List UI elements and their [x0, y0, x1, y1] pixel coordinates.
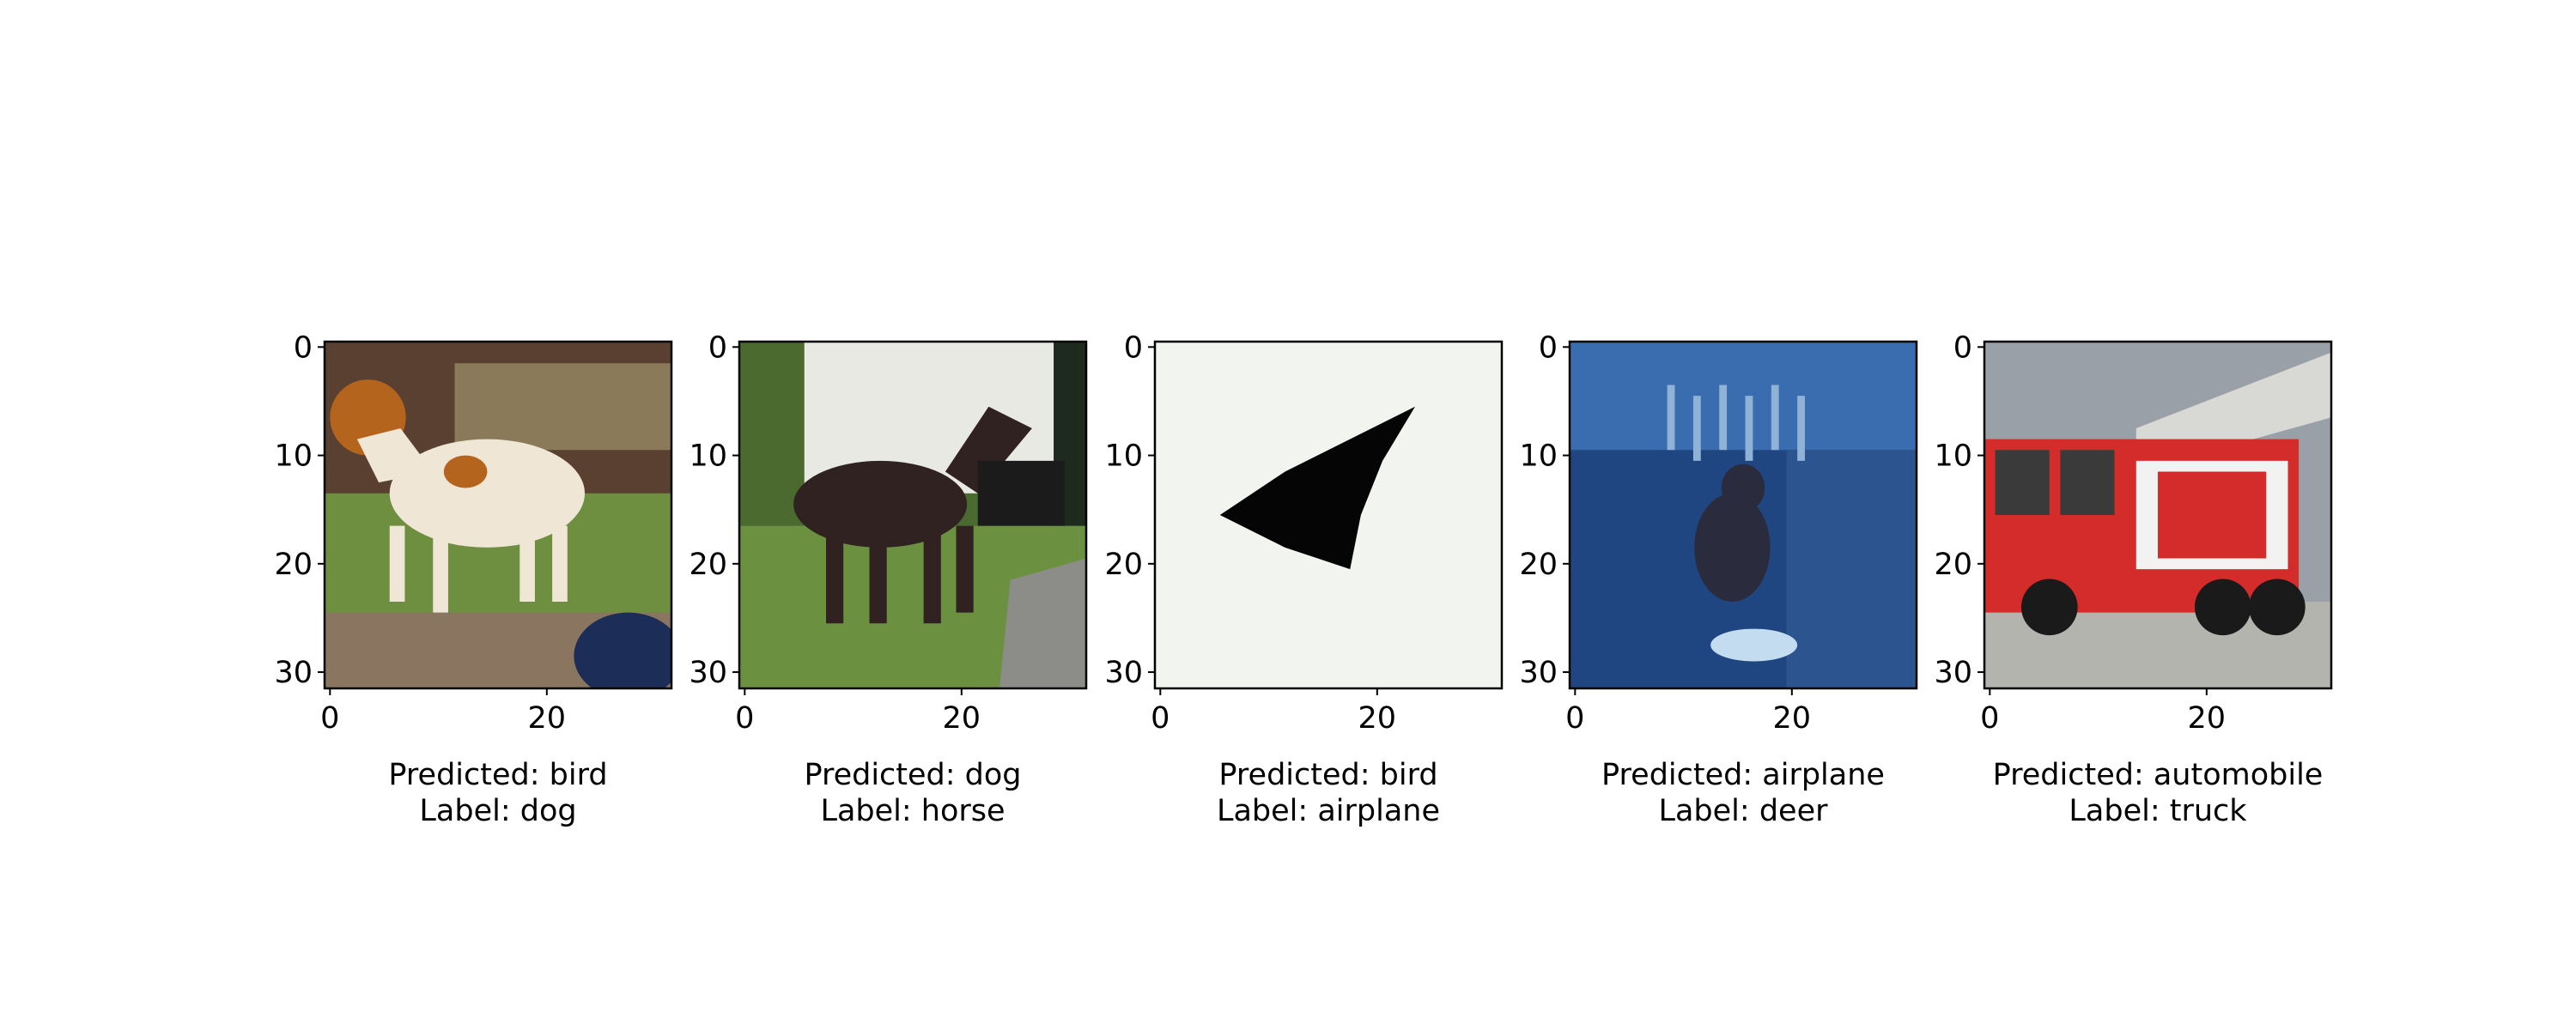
predicted-caption: Predicted: airplane — [1601, 758, 1885, 792]
x-tick-label: 20 — [1773, 701, 1812, 736]
dog-leg — [389, 525, 405, 602]
label-caption: Label: airplane — [1217, 794, 1440, 828]
dog-spot — [443, 455, 488, 488]
axes-frame — [1568, 340, 1918, 690]
dog-leg — [552, 525, 568, 602]
y-tick-label: 10 — [1934, 439, 1972, 474]
label-caption: Label: dog — [419, 794, 576, 828]
background-light — [1570, 342, 1917, 451]
y-tick-label: 30 — [1104, 656, 1143, 690]
x-tick-label: 0 — [1151, 701, 1170, 736]
image-truck — [1984, 342, 2331, 688]
image-deer — [1570, 342, 1917, 688]
axes-frame — [1983, 340, 2333, 690]
y-tick-label: 10 — [1519, 439, 1558, 474]
y-tick-label: 0 — [1539, 330, 1558, 365]
x-tick-label: 20 — [2188, 701, 2227, 736]
dog-leg — [519, 525, 535, 602]
y-tick-label: 30 — [1519, 656, 1558, 690]
y-tick-label: 0 — [1953, 330, 1972, 365]
y-tick-label: 30 — [689, 656, 727, 690]
deer-head — [1721, 464, 1765, 512]
dog-leg — [433, 525, 448, 613]
y-tick-label: 0 — [1124, 330, 1143, 365]
horse-neck — [945, 406, 1032, 494]
x-tick-label: 0 — [320, 701, 339, 736]
y-tick-label: 20 — [1519, 548, 1558, 582]
predicted-caption: Predicted: bird — [1218, 758, 1437, 792]
antler — [1719, 385, 1728, 451]
predicted-caption: Predicted: automobile — [1993, 758, 2324, 792]
y-tick-label: 0 — [708, 330, 727, 365]
y-tick-label: 10 — [1104, 439, 1143, 474]
x-tick-label: 0 — [1980, 701, 1999, 736]
background-right — [1786, 450, 1917, 688]
x-tick-label: 20 — [528, 701, 567, 736]
axes-frame — [1153, 340, 1504, 690]
antler — [1667, 385, 1675, 451]
antler — [1771, 385, 1779, 451]
image-horse — [739, 342, 1086, 688]
truck-window — [1995, 450, 2050, 515]
label-caption: Label: truck — [2069, 794, 2247, 828]
truck-compartment — [2158, 471, 2267, 559]
y-tick-label: 0 — [294, 330, 313, 365]
airplane-silhouette — [1219, 406, 1415, 570]
x-tick-label: 20 — [943, 701, 981, 736]
wheel — [2020, 579, 2078, 636]
deer-body — [1694, 493, 1771, 602]
y-tick-label: 20 — [1934, 548, 1972, 582]
dog-chest — [356, 428, 434, 483]
x-tick-label: 0 — [735, 701, 754, 736]
y-tick-label: 20 — [1104, 548, 1143, 582]
y-tick-label: 30 — [1934, 656, 1972, 690]
horse-leg — [826, 525, 844, 624]
axes-frame — [738, 340, 1088, 690]
label-caption: Label: deer — [1658, 794, 1828, 828]
image-dog — [325, 342, 671, 688]
antler — [1797, 396, 1805, 461]
wheel — [2194, 579, 2251, 636]
background-foliage — [454, 363, 671, 451]
label-caption: Label: horse — [820, 794, 1005, 828]
antler — [1745, 396, 1753, 461]
water-splash — [1710, 628, 1798, 662]
y-tick-label: 10 — [689, 439, 727, 474]
y-tick-label: 10 — [274, 439, 313, 474]
dark-figure — [977, 460, 1065, 526]
image-airplane — [1155, 342, 1502, 688]
horse-leg — [956, 525, 974, 613]
antler — [1692, 396, 1701, 461]
predicted-caption: Predicted: bird — [388, 758, 607, 792]
x-tick-label: 0 — [1565, 701, 1584, 736]
predicted-caption: Predicted: dog — [804, 758, 1021, 792]
y-tick-label: 20 — [274, 548, 313, 582]
horse-leg — [923, 525, 941, 624]
x-tick-label: 20 — [1358, 701, 1397, 736]
horse-leg — [869, 525, 887, 624]
y-tick-label: 30 — [274, 656, 313, 690]
y-tick-label: 20 — [689, 548, 727, 582]
wheel — [2249, 579, 2306, 636]
dark-object — [574, 612, 671, 688]
gray-object — [999, 558, 1086, 688]
dog-body — [389, 439, 585, 548]
axes-frame — [323, 340, 673, 690]
truck-window — [2060, 450, 2115, 515]
